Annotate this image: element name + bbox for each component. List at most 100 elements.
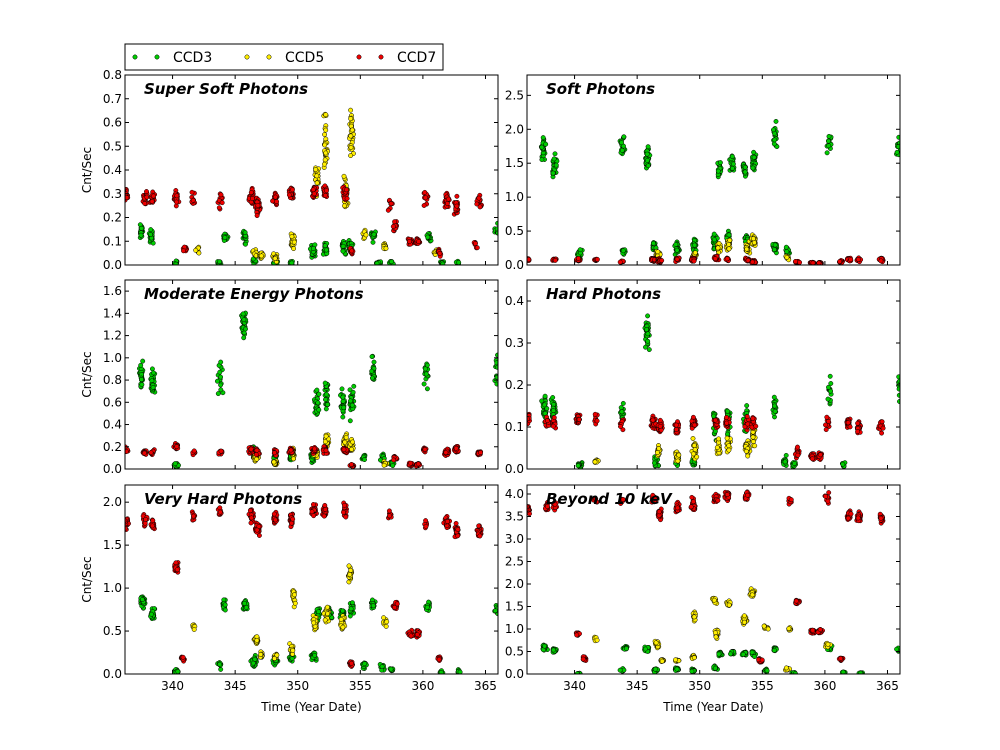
data-point: [310, 245, 316, 251]
data-point: [149, 366, 155, 372]
data-point: [592, 411, 598, 417]
data-point: [254, 527, 260, 533]
data-point: [243, 241, 248, 247]
data-point: [424, 386, 430, 392]
data-point: [645, 331, 651, 337]
data-point: [125, 449, 129, 454]
data-point: [744, 414, 750, 420]
data-point: [349, 660, 354, 666]
data-point: [149, 611, 154, 617]
data-point: [650, 240, 656, 246]
data-point: [673, 241, 679, 247]
data-point: [218, 382, 224, 388]
data-point: [783, 244, 789, 250]
data-point: [539, 157, 545, 163]
data-point: [527, 257, 532, 262]
data-point: [727, 237, 733, 243]
data-point: [690, 451, 696, 457]
data-point: [617, 259, 623, 265]
data-point: [222, 602, 228, 608]
data-point: [290, 516, 296, 522]
data-point: [241, 317, 247, 323]
data-point: [341, 173, 347, 179]
data-point: [222, 607, 228, 613]
y-tick-label: 1.2: [103, 329, 122, 343]
data-point: [895, 144, 900, 150]
data-point: [415, 461, 421, 467]
data-point: [314, 387, 320, 393]
y-tick-label: 0.7: [103, 92, 122, 106]
data-point: [322, 192, 328, 198]
data-point: [771, 141, 777, 147]
data-point: [553, 162, 559, 168]
data-point: [174, 567, 180, 573]
data-point: [726, 242, 732, 247]
data-point: [771, 394, 777, 400]
panel-moderate-energy-photons: 0.00.20.40.60.81.01.21.41.6 Moderate Ener…: [80, 279, 499, 476]
data-point: [828, 388, 833, 394]
data-point: [340, 394, 346, 400]
data-point: [323, 247, 329, 253]
data-point: [288, 447, 294, 453]
data-point: [694, 454, 700, 460]
panel-soft-photons: 0.00.51.01.52.02.5 Soft Photons: [505, 74, 901, 272]
y-tick-label: 0.5: [103, 139, 122, 153]
y-tick-label: 0.1: [505, 420, 524, 434]
data-point: [310, 187, 316, 193]
data-point: [416, 239, 422, 245]
data-point: [218, 359, 224, 365]
data-point: [444, 201, 450, 206]
data-point: [322, 380, 328, 386]
data-point: [855, 420, 861, 426]
data-point: [726, 443, 732, 449]
data-point: [272, 656, 277, 661]
y-tick-label: 0.0: [505, 258, 524, 272]
data-point: [289, 187, 295, 193]
data-point: [342, 439, 348, 445]
data-point: [369, 375, 375, 381]
y-tick-label: 0.6: [103, 395, 122, 409]
x-tick-label: 355: [349, 679, 372, 693]
data-point: [290, 647, 296, 653]
data-point: [691, 258, 697, 264]
data-point: [690, 436, 696, 441]
data-point: [576, 417, 582, 422]
data-point: [344, 196, 350, 201]
data-point: [316, 391, 322, 397]
y-tick-label: 0.6: [103, 116, 122, 130]
plot-area: [125, 310, 498, 469]
data-point: [142, 450, 147, 456]
data-point: [274, 199, 280, 205]
data-point: [823, 427, 829, 433]
panel-title: Soft Photons: [546, 80, 655, 98]
data-point: [645, 338, 651, 344]
data-point: [492, 608, 498, 614]
data-point: [151, 193, 156, 199]
data-point: [725, 431, 730, 437]
data-point: [828, 381, 834, 386]
data-point: [216, 205, 222, 211]
data-point: [826, 384, 831, 390]
data-point: [148, 227, 154, 233]
data-point: [772, 408, 778, 414]
data-point: [494, 226, 498, 232]
data-point: [254, 456, 260, 462]
data-point: [494, 364, 498, 370]
x-tick-label: 345: [224, 679, 247, 693]
data-point: [726, 246, 732, 252]
data-point: [826, 418, 831, 424]
data-point: [347, 418, 353, 424]
data-point: [745, 421, 751, 427]
data-point: [476, 523, 482, 529]
data-point: [325, 611, 331, 617]
data-point: [795, 444, 800, 450]
data-point: [477, 204, 483, 210]
data-point: [348, 116, 354, 122]
data-point: [218, 666, 224, 672]
data-point: [730, 161, 736, 167]
data-point: [390, 463, 396, 469]
data-point: [369, 354, 375, 360]
data-point: [139, 225, 144, 231]
data-point: [816, 260, 822, 265]
